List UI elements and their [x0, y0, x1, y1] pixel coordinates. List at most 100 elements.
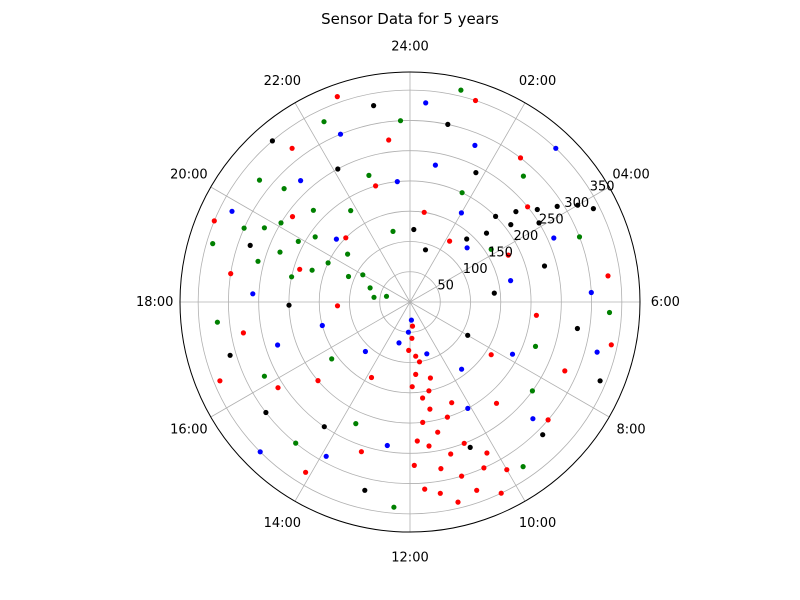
data-point: [483, 230, 490, 236]
data-point: [333, 236, 339, 242]
data-point: [386, 137, 392, 143]
data-point: [298, 178, 304, 184]
data-point: [536, 220, 542, 226]
angle-tick-label: 02:00: [519, 74, 556, 89]
data-point: [321, 119, 327, 125]
data-point: [461, 440, 467, 446]
angle-tick-label: 12:00: [391, 550, 428, 565]
polar-outer-frame: [179, 71, 641, 533]
data-point: [362, 348, 368, 355]
data-point: [360, 272, 366, 278]
data-point: [529, 388, 536, 394]
data-point: [319, 322, 325, 329]
data-point: [473, 170, 479, 176]
data-point: [353, 421, 359, 427]
data-point: [474, 487, 480, 493]
data-point: [508, 278, 514, 284]
data-point: [551, 235, 557, 241]
data-point: [562, 368, 568, 374]
data-point: [275, 342, 281, 348]
data-point: [445, 121, 451, 127]
data-point: [533, 312, 540, 318]
data-point: [289, 274, 295, 280]
angle-tick-label: 20:00: [170, 167, 207, 182]
angle-tick-label: 16:00: [170, 423, 207, 438]
data-point: [574, 325, 581, 332]
data-point: [455, 499, 461, 505]
data-point: [255, 258, 261, 264]
data-point: [397, 118, 404, 124]
data-point: [277, 249, 283, 255]
data-point: [505, 252, 511, 258]
angular-gridline-4: [409, 301, 610, 418]
data-point: [303, 469, 309, 475]
radial-tick-label: 200: [514, 229, 539, 244]
data-point: [508, 222, 514, 228]
data-point: [427, 375, 433, 381]
data-point: [261, 373, 267, 379]
data-point: [449, 400, 455, 406]
data-point: [459, 366, 465, 372]
data-point: [373, 183, 379, 189]
data-point: [484, 450, 490, 456]
data-point: [406, 347, 412, 353]
data-point: [211, 218, 217, 224]
data-point: [532, 343, 539, 349]
angular-gridline-7: [294, 301, 411, 502]
data-point: [414, 438, 420, 444]
angular-gridline-1: [409, 102, 526, 303]
data-point: [261, 225, 267, 231]
data-point: [269, 138, 275, 144]
data-point: [409, 323, 416, 329]
data-point: [325, 260, 331, 266]
data-point: [210, 241, 216, 247]
data-point: [390, 228, 396, 234]
data-point: [472, 142, 478, 148]
data-point: [321, 424, 327, 430]
data-point: [256, 177, 263, 183]
angle-tick-label: 04:00: [612, 167, 649, 182]
data-point: [493, 400, 500, 406]
data-point: [423, 100, 429, 106]
data-point: [295, 238, 301, 244]
data-point: [432, 162, 438, 168]
data-point: [422, 486, 428, 492]
data-point: [459, 190, 465, 196]
data-point: [540, 432, 546, 438]
data-point: [438, 466, 444, 472]
data-point: [358, 449, 364, 455]
data-point: [444, 414, 450, 420]
data-point: [250, 291, 256, 297]
data-point: [437, 490, 443, 496]
data-point: [247, 242, 253, 248]
data-point: [413, 353, 419, 359]
data-point: [426, 443, 432, 449]
radial-tick-label: 250: [539, 213, 564, 228]
data-point: [297, 266, 303, 272]
data-point: [371, 294, 377, 300]
data-point: [534, 206, 540, 213]
data-point: [343, 235, 349, 241]
data-point: [481, 465, 487, 471]
data-point: [214, 319, 220, 325]
data-point: [472, 97, 479, 104]
data-point: [421, 209, 427, 215]
data-point: [488, 246, 494, 252]
data-point: [310, 207, 316, 213]
data-point: [405, 329, 411, 335]
data-point: [329, 356, 335, 362]
angle-tick-label: 22:00: [264, 74, 301, 89]
angle-tick-labels: 24:00 02:00 04:00 6:00 8:00 10:00 12:00 14:00 16…: [136, 40, 680, 566]
data-point: [411, 462, 417, 468]
data-point: [289, 145, 295, 151]
chart-title: Sensor Data for 5 years: [321, 10, 499, 28]
data-point: [312, 234, 318, 240]
polar-grid: [180, 72, 640, 532]
data-point: [416, 359, 423, 365]
data-point: [422, 247, 429, 253]
data-point: [606, 309, 613, 316]
data-point: [465, 332, 471, 338]
data-point: [408, 317, 414, 323]
